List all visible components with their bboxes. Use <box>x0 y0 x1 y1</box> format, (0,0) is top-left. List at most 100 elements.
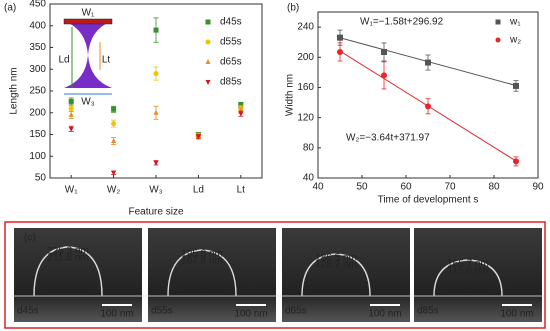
measurement: 128.2 nm <box>315 260 357 271</box>
x-axis-label: Time of development s <box>378 195 479 206</box>
y-tick-label: 400 <box>29 20 46 31</box>
x-axis-label: Feature size <box>128 207 183 218</box>
point <box>111 138 117 144</box>
point <box>381 48 387 55</box>
image-label: d45s <box>17 306 39 317</box>
legend-marker <box>205 39 211 45</box>
measurement: 199.1 nm <box>315 287 357 298</box>
measurement: 211.8 nm <box>48 253 89 264</box>
measurement: 299.7 nm <box>181 287 223 298</box>
sem-structure <box>301 253 371 297</box>
legend-label: d45s <box>220 17 242 28</box>
y-tick-label: 160 <box>297 82 314 93</box>
point <box>153 27 159 33</box>
legend-label: w₁ <box>509 17 521 28</box>
sem-image <box>14 228 142 322</box>
point <box>111 170 117 176</box>
x-tick-label: W₁ <box>65 185 78 196</box>
inset-top <box>63 18 113 25</box>
measurement: 225.3 nm <box>47 246 89 257</box>
legend-marker <box>205 19 211 25</box>
plot-frame <box>317 11 539 179</box>
legend-marker <box>495 37 501 43</box>
y-tick-label: 450 <box>29 0 46 10</box>
x-tick-label: 50 <box>356 182 368 193</box>
measurement: 165.7 nm <box>447 259 489 270</box>
legend-marker <box>205 59 211 64</box>
image-label: d85s <box>417 306 439 317</box>
point <box>153 160 159 166</box>
x-tick-label: 90 <box>532 182 544 193</box>
legend-label: d85s <box>220 77 242 88</box>
panel-c-frame <box>4 221 546 329</box>
measurement: 186.5 nm <box>315 253 357 264</box>
inset-label: Ld <box>58 55 69 66</box>
measurement: 80.52 nm <box>447 287 489 298</box>
point <box>111 121 117 127</box>
fit-equation: W₂=−3.64t+371.97 <box>346 133 430 144</box>
point <box>337 48 343 55</box>
y-tick-label: 40 <box>303 173 315 184</box>
point <box>381 72 387 79</box>
inset-label: Lt <box>102 55 111 66</box>
measurement: 167.8 nm <box>181 256 223 267</box>
y-tick-label: 80 <box>303 142 315 153</box>
sem-structure <box>33 246 103 297</box>
y-tick-label: 240 <box>297 22 314 33</box>
image-label: d55s <box>151 306 173 317</box>
inset-label: W₁ <box>82 8 95 19</box>
scale-label: 100 nm <box>368 309 401 320</box>
inset-shape <box>64 22 112 88</box>
sem-image <box>414 228 542 322</box>
scale-label: 100 nm <box>500 309 533 320</box>
y-axis-label: Length nm <box>9 67 20 114</box>
measurement: 195.8 nm <box>181 249 223 260</box>
point <box>111 106 117 112</box>
x-tick-label: 60 <box>400 182 412 193</box>
panel-label: (a) <box>4 3 16 14</box>
legend-label: w₂ <box>509 35 521 46</box>
image-label: d65s <box>285 306 307 317</box>
scale-label: 100 nm <box>234 309 267 320</box>
point <box>68 105 74 111</box>
legend-marker <box>205 80 211 85</box>
legend-marker <box>495 19 501 25</box>
x-tick-label: W₃ <box>149 185 163 196</box>
sem-structure <box>167 249 237 297</box>
point <box>68 111 74 117</box>
x-tick-label: 70 <box>444 182 456 193</box>
y-tick-label: 150 <box>29 129 46 140</box>
y-tick-label: 50 <box>35 173 47 184</box>
point <box>195 134 201 140</box>
point <box>425 103 431 110</box>
point <box>238 111 244 117</box>
y-tick-label: 100 <box>29 151 46 162</box>
y-tick-label: 200 <box>29 107 46 118</box>
y-tick-label: 300 <box>29 64 46 75</box>
sem-structure <box>433 259 503 297</box>
inset-label: W₃ <box>81 97 95 108</box>
measurement: 115.0 nm <box>448 266 489 277</box>
point <box>337 34 343 41</box>
point <box>153 109 159 115</box>
y-tick-label: 250 <box>29 86 46 97</box>
point <box>425 59 431 66</box>
y-axis-label: Width nm <box>285 74 296 116</box>
point <box>153 71 159 77</box>
x-tick-label: 40 <box>312 182 324 193</box>
y-tick-label: 350 <box>29 42 46 53</box>
x-tick-label: Ld <box>193 185 204 196</box>
point <box>513 82 519 89</box>
point <box>68 98 74 104</box>
scale-label: 100 nm <box>100 309 133 320</box>
x-tick-label: W₂ <box>107 185 120 196</box>
sem-image <box>282 228 410 322</box>
legend-label: d65s <box>220 57 242 68</box>
measurement: 403.1 nm <box>47 287 89 298</box>
y-tick-label: 200 <box>297 52 314 63</box>
legend-label: d55s <box>220 37 242 48</box>
panel-label: (b) <box>287 3 299 14</box>
panel-label: (c) <box>24 233 36 244</box>
x-tick-label: 80 <box>488 182 500 193</box>
